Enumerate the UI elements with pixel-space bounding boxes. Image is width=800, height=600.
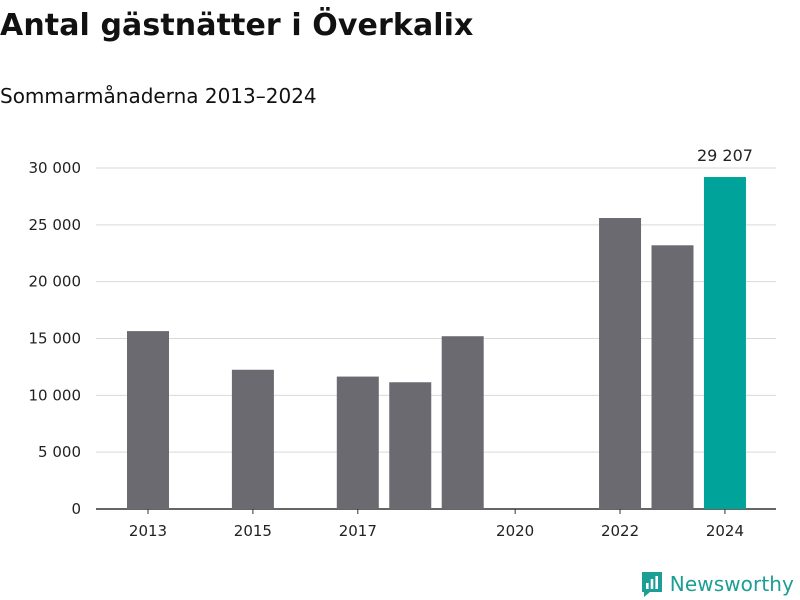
label-layer: 0 5 000 10 000 15 000 20 000 25 000 30 000 2013… bbox=[29, 146, 753, 540]
data-label-2024: 29 207 bbox=[697, 146, 753, 165]
x-tick-label: 2020 bbox=[496, 522, 534, 540]
x-tick-label: 2022 bbox=[601, 522, 639, 540]
y-tick-label: 10 000 bbox=[29, 386, 82, 404]
x-tick-label: 2024 bbox=[706, 522, 744, 540]
bar-2023 bbox=[651, 245, 694, 509]
x-tick-label: 2017 bbox=[339, 522, 377, 540]
x-tick-label: 2015 bbox=[234, 522, 272, 540]
bar-2022 bbox=[599, 218, 642, 509]
bar-2024 bbox=[703, 177, 746, 509]
y-tick-label: 25 000 bbox=[29, 216, 82, 234]
bar-layer bbox=[127, 177, 746, 509]
x-tick-label: 2013 bbox=[129, 522, 167, 540]
y-tick-label: 15 000 bbox=[29, 330, 82, 348]
bar-2013 bbox=[127, 331, 169, 509]
bar-2015 bbox=[231, 369, 274, 509]
y-tick-label: 5 000 bbox=[38, 443, 81, 461]
y-tick-label: 0 bbox=[71, 500, 81, 518]
bar-2019 bbox=[441, 336, 484, 509]
y-tick-label: 30 000 bbox=[29, 159, 82, 177]
brand-name: Newsworthy bbox=[669, 572, 794, 596]
bar-2018 bbox=[389, 382, 432, 509]
bar-2017 bbox=[336, 376, 379, 509]
chart-subtitle: Sommarmånaderna 2013–2024 bbox=[0, 84, 317, 108]
newsworthy-logo-icon bbox=[641, 572, 662, 597]
y-tick-label: 20 000 bbox=[29, 273, 82, 291]
brand[interactable]: Newsworthy bbox=[640, 568, 794, 600]
chart-title: Antal gästnätter i Överkalix bbox=[0, 8, 474, 43]
